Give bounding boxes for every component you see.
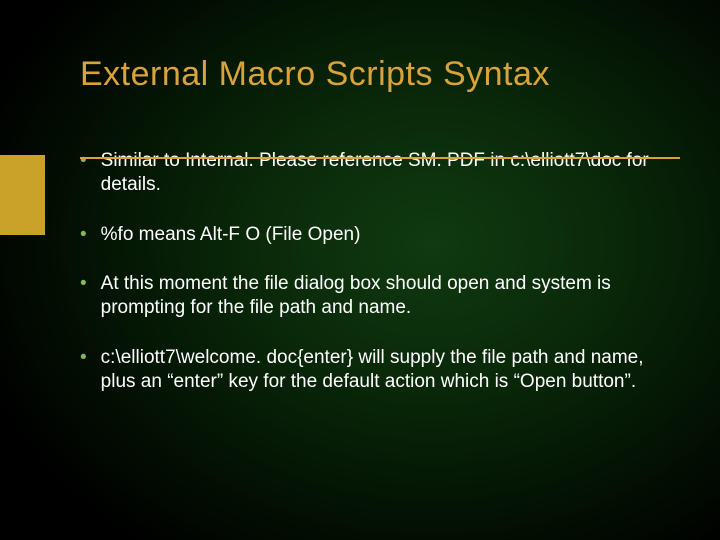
list-item: • c:\elliott7\welcome. doc{enter} will s… xyxy=(80,346,680,394)
bullet-list: • Similar to Internal. Please reference … xyxy=(80,149,680,393)
bullet-text: At this moment the file dialog box shoul… xyxy=(101,272,680,320)
accent-bar xyxy=(0,155,45,235)
bullet-icon: • xyxy=(80,346,87,394)
bullet-icon: • xyxy=(80,272,87,320)
bullet-icon: • xyxy=(80,223,87,247)
list-item: • At this moment the file dialog box sho… xyxy=(80,272,680,320)
bullet-text: c:\elliott7\welcome. doc{enter} will sup… xyxy=(101,346,680,394)
list-item: • %fo means Alt-F O (File Open) xyxy=(80,223,680,247)
slide-title: External Macro Scripts Syntax xyxy=(80,55,680,94)
title-underline xyxy=(80,157,680,159)
bullet-text: %fo means Alt-F O (File Open) xyxy=(101,223,680,247)
slide-content: External Macro Scripts Syntax • Similar … xyxy=(80,55,680,419)
